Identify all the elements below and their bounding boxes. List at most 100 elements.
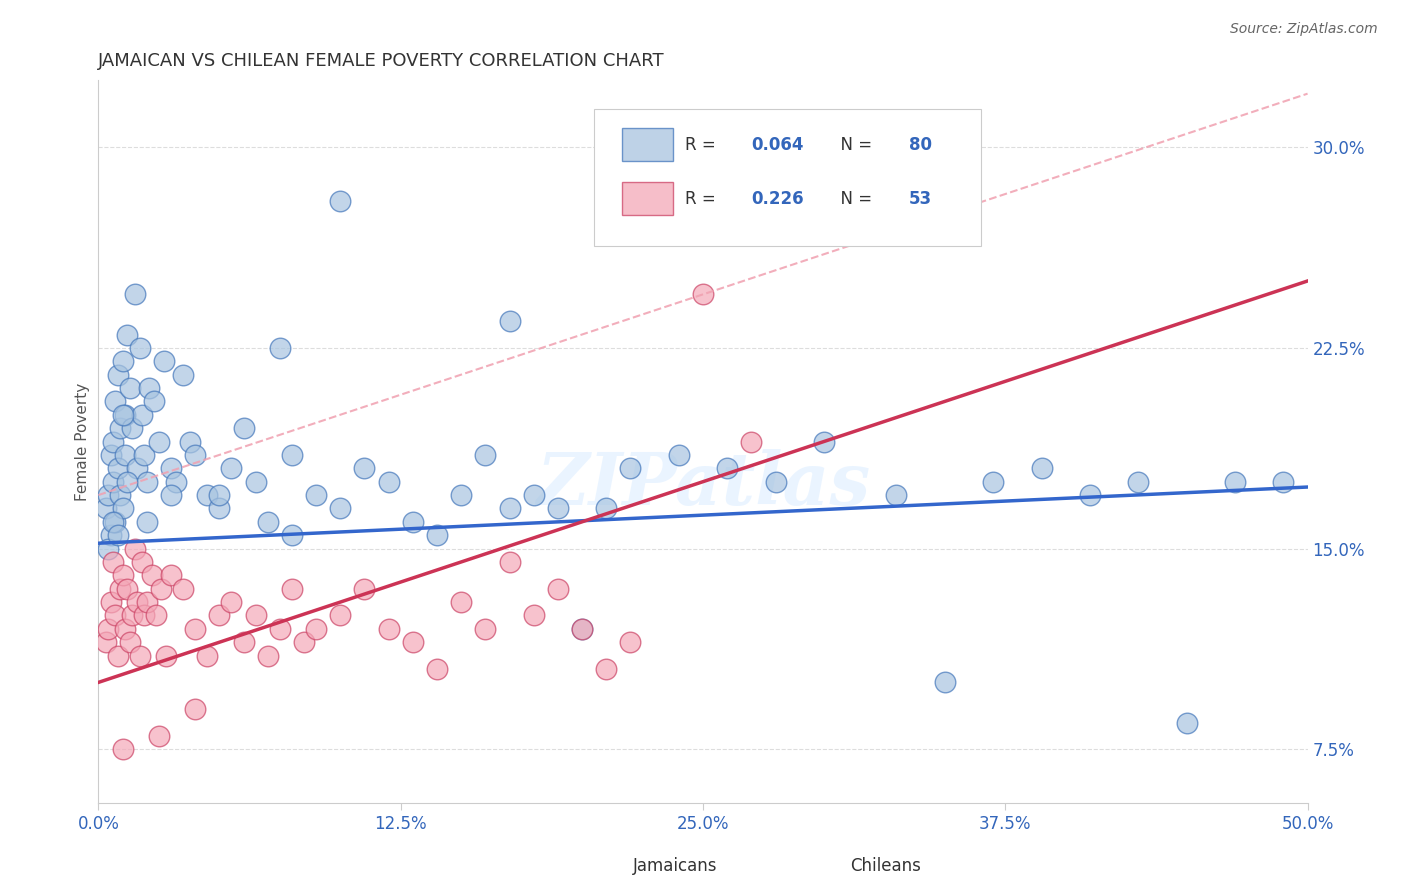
Text: Source: ZipAtlas.com: Source: ZipAtlas.com <box>1230 22 1378 37</box>
Point <box>353 582 375 596</box>
Point <box>97 622 120 636</box>
Point <box>108 488 131 502</box>
Point <box>150 582 173 596</box>
Point <box>269 341 291 355</box>
Point <box>208 608 231 623</box>
Text: N =: N = <box>830 136 877 154</box>
Point <box>131 555 153 569</box>
Text: 0.226: 0.226 <box>751 191 804 209</box>
Point <box>474 448 496 462</box>
Point <box>107 648 129 663</box>
Point <box>104 394 127 409</box>
Point <box>160 461 183 475</box>
Point <box>195 648 218 663</box>
Point <box>281 528 304 542</box>
Point <box>886 488 908 502</box>
Point <box>184 448 207 462</box>
Point <box>619 635 641 649</box>
Point <box>134 608 156 623</box>
Point <box>256 648 278 663</box>
Point <box>107 461 129 475</box>
Point <box>595 662 617 676</box>
Point <box>114 448 136 462</box>
FancyBboxPatch shape <box>621 128 672 161</box>
Text: 53: 53 <box>908 191 932 209</box>
Point <box>148 434 170 449</box>
Point <box>668 448 690 462</box>
Point <box>107 528 129 542</box>
Point <box>329 194 352 208</box>
Point <box>100 448 122 462</box>
Point <box>97 541 120 556</box>
Point <box>143 394 166 409</box>
Point <box>692 287 714 301</box>
Point <box>208 488 231 502</box>
Point <box>981 475 1004 489</box>
Point <box>117 475 139 489</box>
Point <box>101 555 124 569</box>
Point <box>118 635 141 649</box>
Text: Jamaicans: Jamaicans <box>633 856 717 875</box>
Point <box>1272 475 1295 489</box>
Point <box>124 287 146 301</box>
Point <box>104 608 127 623</box>
Point <box>1031 461 1053 475</box>
Point <box>108 421 131 435</box>
Point <box>245 608 267 623</box>
Point <box>740 434 762 449</box>
Point <box>1128 475 1150 489</box>
Point <box>138 381 160 395</box>
FancyBboxPatch shape <box>621 182 672 215</box>
Point <box>1175 715 1198 730</box>
Point <box>135 515 157 529</box>
Point <box>402 635 425 649</box>
FancyBboxPatch shape <box>579 851 623 880</box>
Point <box>127 461 149 475</box>
Point <box>165 475 187 489</box>
Point <box>145 608 167 623</box>
Text: 80: 80 <box>908 136 932 154</box>
Point <box>377 475 399 489</box>
Point <box>97 488 120 502</box>
Point <box>111 354 134 368</box>
Point <box>498 501 520 516</box>
Point <box>135 595 157 609</box>
Point <box>111 742 134 756</box>
Point <box>160 488 183 502</box>
Point <box>377 622 399 636</box>
Point <box>127 595 149 609</box>
Point <box>329 608 352 623</box>
Point <box>1078 488 1101 502</box>
Point <box>450 595 472 609</box>
Point <box>131 408 153 422</box>
FancyBboxPatch shape <box>595 109 981 246</box>
Point <box>221 461 243 475</box>
Point <box>281 448 304 462</box>
Point <box>94 635 117 649</box>
Point <box>595 501 617 516</box>
Point <box>108 582 131 596</box>
Point <box>547 582 569 596</box>
Point <box>184 702 207 716</box>
Point <box>172 582 194 596</box>
Point <box>353 461 375 475</box>
Point <box>100 528 122 542</box>
Point <box>117 582 139 596</box>
Point <box>498 314 520 328</box>
Point <box>571 622 593 636</box>
Text: JAMAICAN VS CHILEAN FEMALE POVERTY CORRELATION CHART: JAMAICAN VS CHILEAN FEMALE POVERTY CORRE… <box>98 53 665 70</box>
Point <box>426 662 449 676</box>
Point <box>232 421 254 435</box>
Point <box>474 622 496 636</box>
Point <box>716 461 738 475</box>
Point <box>148 729 170 743</box>
Point <box>305 622 328 636</box>
Point <box>121 421 143 435</box>
Point <box>571 622 593 636</box>
Point <box>292 635 315 649</box>
Text: Chileans: Chileans <box>851 856 921 875</box>
Text: R =: R = <box>685 136 721 154</box>
Text: 0.064: 0.064 <box>751 136 804 154</box>
Point <box>111 501 134 516</box>
Text: N =: N = <box>830 191 877 209</box>
